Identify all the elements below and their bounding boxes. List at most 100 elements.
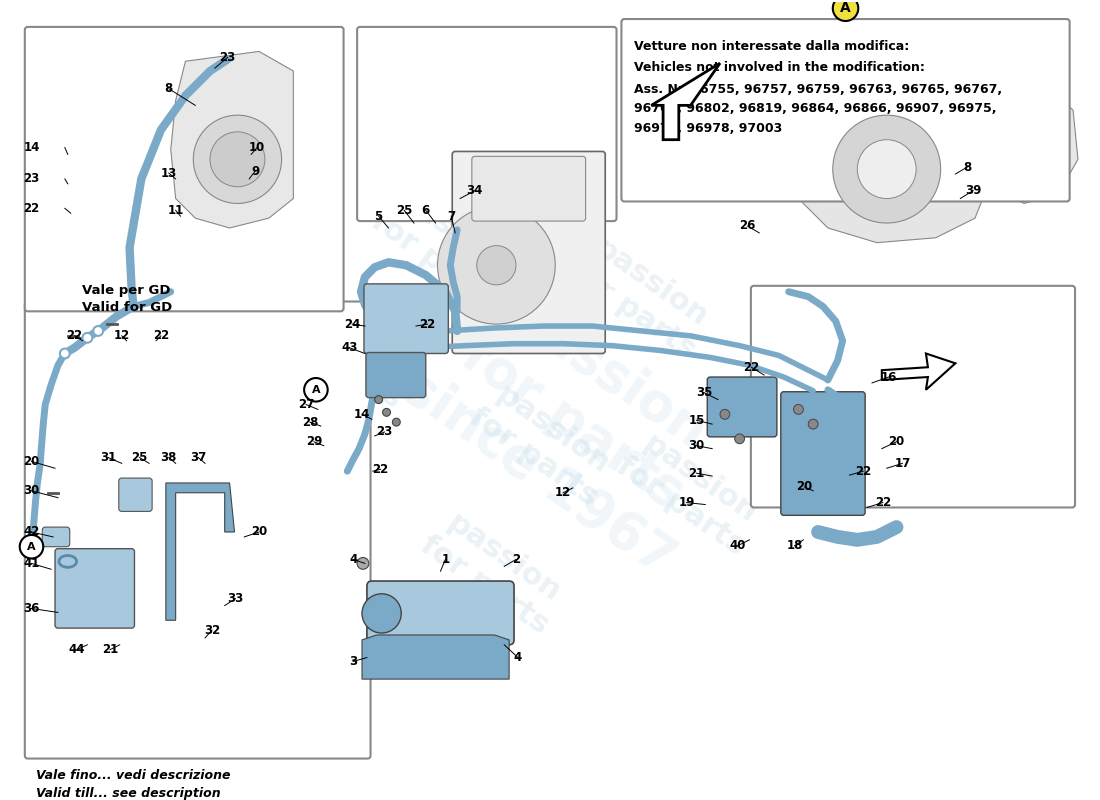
Polygon shape [170,51,294,228]
FancyBboxPatch shape [366,353,426,398]
Text: 32: 32 [204,623,220,637]
Text: passion
for parts: passion for parts [612,424,770,562]
Text: 12: 12 [554,486,571,499]
Text: 8: 8 [165,82,173,95]
Text: 22: 22 [855,465,871,478]
Text: 41: 41 [23,557,40,570]
Text: 39: 39 [965,184,981,197]
Text: 18: 18 [786,539,803,552]
Circle shape [358,558,368,570]
FancyBboxPatch shape [25,27,343,311]
Circle shape [304,378,328,402]
Text: A: A [311,385,320,394]
Text: 25: 25 [396,204,412,217]
Circle shape [375,396,383,403]
Text: 29: 29 [306,435,322,448]
FancyBboxPatch shape [119,478,152,511]
Polygon shape [789,46,994,242]
Polygon shape [362,635,509,679]
Circle shape [476,246,516,285]
FancyBboxPatch shape [55,549,134,628]
Text: 21: 21 [689,466,705,480]
Text: 23: 23 [23,173,40,186]
Text: 20: 20 [889,435,904,448]
Text: 3: 3 [349,655,358,668]
Text: passion
for parts: passion for parts [169,424,329,562]
Text: 26: 26 [739,219,756,233]
Text: 10: 10 [249,141,265,154]
FancyBboxPatch shape [621,19,1069,202]
Text: 24: 24 [344,318,361,330]
Circle shape [808,419,818,429]
Text: 17: 17 [894,457,911,470]
Circle shape [857,140,916,198]
Text: 22: 22 [874,496,891,509]
Text: 96769, 96802, 96819, 96864, 96866, 96907, 96975,: 96769, 96802, 96819, 96864, 96866, 96907… [635,102,997,115]
Text: 23: 23 [220,51,235,64]
Text: 9: 9 [251,165,260,178]
Text: 40: 40 [729,539,746,552]
Circle shape [82,333,92,342]
Text: 20: 20 [796,480,813,494]
Text: Vale fino... vedi descrizione: Vale fino... vedi descrizione [35,770,230,782]
Text: 30: 30 [23,484,40,498]
Text: Vale per GD: Vale per GD [81,284,170,297]
Text: 12: 12 [113,330,130,342]
FancyBboxPatch shape [364,284,449,354]
Text: 20: 20 [23,455,40,468]
Text: 22: 22 [419,318,436,330]
Text: Ass. Nr. 96755, 96757, 96759, 96763, 96765, 96767,: Ass. Nr. 96755, 96757, 96759, 96763, 967… [635,83,1002,96]
FancyBboxPatch shape [472,156,585,221]
Text: Valid for GD: Valid for GD [81,301,172,314]
Text: 27: 27 [298,398,315,411]
Circle shape [720,410,729,419]
Text: 2: 2 [512,553,520,566]
Text: A: A [28,542,36,552]
Text: 1: 1 [441,553,450,566]
FancyBboxPatch shape [25,302,371,758]
Polygon shape [984,81,1078,203]
Polygon shape [166,483,234,620]
Text: 96976, 96978, 97003: 96976, 96978, 97003 [635,122,782,135]
Text: 8: 8 [962,161,971,174]
Circle shape [438,206,556,324]
Text: 22: 22 [373,462,388,476]
Text: 44: 44 [68,643,85,656]
Text: 20: 20 [251,526,267,538]
Text: 28: 28 [301,416,318,429]
Circle shape [383,409,390,416]
Text: 5: 5 [375,210,383,222]
Circle shape [210,132,265,186]
Text: 16: 16 [880,370,896,383]
Text: 25: 25 [131,451,147,464]
FancyBboxPatch shape [367,581,514,645]
Circle shape [833,115,940,223]
Text: 38: 38 [161,451,177,464]
FancyBboxPatch shape [707,377,777,437]
Text: Vehicles not involved in the modification:: Vehicles not involved in the modificatio… [635,62,925,74]
Polygon shape [651,63,720,140]
FancyBboxPatch shape [42,527,69,546]
Polygon shape [882,354,956,390]
Text: 34: 34 [466,184,483,197]
Text: passion
for parts: passion for parts [366,179,525,316]
Text: 7: 7 [448,210,455,222]
Text: 22: 22 [23,202,40,215]
Text: 22: 22 [153,330,169,342]
Text: 22: 22 [744,361,759,374]
FancyBboxPatch shape [452,151,605,354]
Circle shape [833,0,858,21]
Text: 36: 36 [23,602,40,615]
Text: 31: 31 [100,451,117,464]
Text: 14: 14 [354,408,371,421]
FancyBboxPatch shape [781,392,865,515]
Circle shape [362,594,402,633]
Text: 35: 35 [696,386,713,399]
Text: passion
for parts: passion for parts [415,502,574,640]
Text: 4: 4 [514,651,522,664]
Circle shape [94,326,103,336]
Text: 15: 15 [689,414,705,426]
Text: 4: 4 [349,553,358,566]
Text: 22: 22 [66,330,82,342]
Text: 33: 33 [228,592,243,605]
